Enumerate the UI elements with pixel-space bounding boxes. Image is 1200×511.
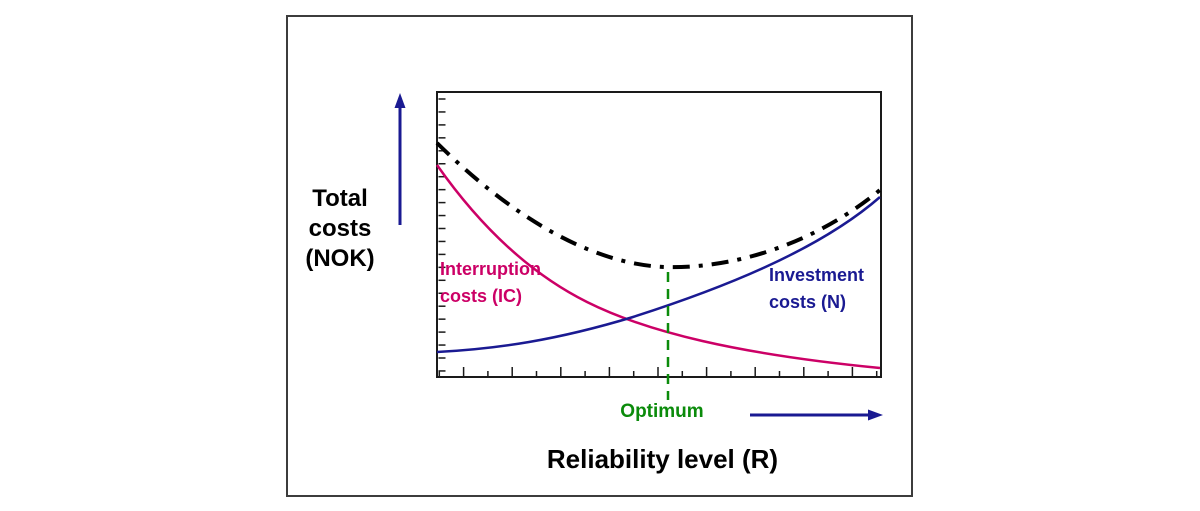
y-axis-arrow [394,93,406,225]
interruption-costs-label-line2: costs (IC) [440,286,523,306]
interruption-costs-label: Interruption costs (IC) [440,256,541,310]
total-costs-curve [435,141,882,270]
interruption-costs-curve [435,164,881,370]
y-axis-title-line2: costs [308,215,372,242]
optimum-label: Optimum [620,401,704,422]
x-axis-title: Reliability level (R) [546,444,779,474]
x-axis-arrowhead-icon [868,409,883,421]
x-axis-arrow [750,409,883,421]
y-axis-title: Total costs (NOK) [286,184,394,274]
investment-costs-curve [436,196,881,354]
investment-costs-label: Investment costs (N) [769,262,864,316]
y-axis-title-line1: Total [312,185,368,212]
interruption-costs-label-line1: Interruption [440,259,541,279]
y-axis-arrowhead-icon [394,93,406,108]
investment-costs-label-line1: Investment [769,265,865,285]
investment-costs-label-line2: costs (N) [769,292,847,312]
figure-border-box [286,15,913,497]
figure-svg [394,91,883,421]
x-axis-ticks [438,367,878,376]
y-axis-title-line3: (NOK) [305,245,375,272]
